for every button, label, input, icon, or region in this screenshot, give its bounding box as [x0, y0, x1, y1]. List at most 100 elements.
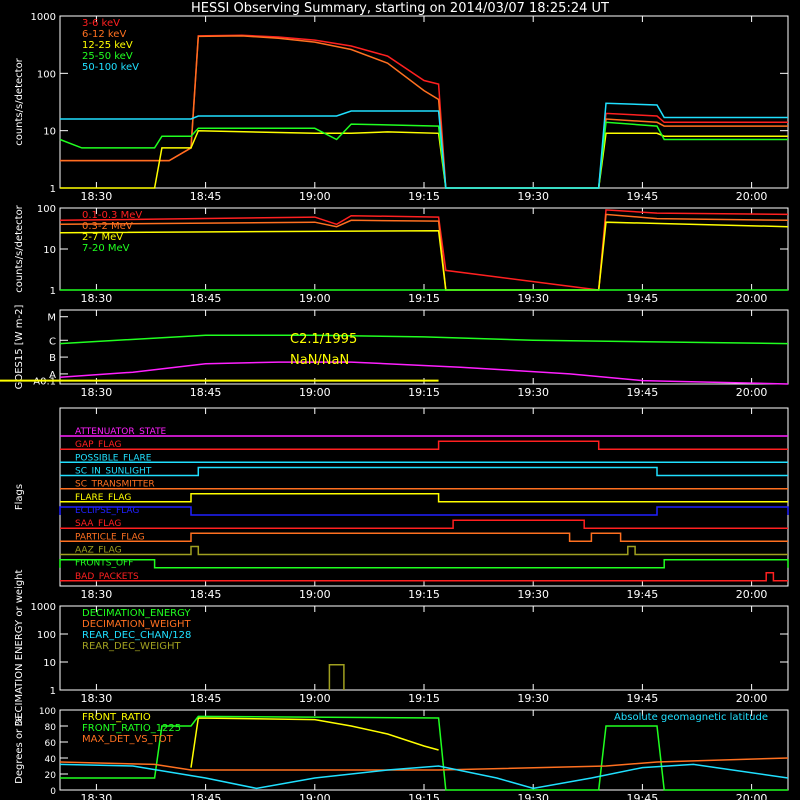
lightcurves_low-legend-25-50-kev: 25-50 keV: [82, 51, 133, 62]
lightcurves_low-legend-6-12-kev: 6-12 keV: [82, 29, 126, 40]
decimation-ytick-label: 10: [43, 658, 56, 669]
goes-ytick-label: A: [49, 370, 56, 381]
goes-xtick-label: 19:15: [408, 386, 440, 399]
flag-label-flare-flag: FLARE_FLAG: [75, 493, 131, 503]
lightcurves_high-series-2-7-mev: [59, 221, 789, 291]
flags-xtick-label: 18:45: [190, 588, 222, 601]
ratios-legend-geomagnetic: Absolute geomagnetic latitude: [614, 712, 768, 723]
flag-line-flare-flag: [60, 493, 788, 503]
lightcurves_high-xtick-label: 20:00: [736, 292, 768, 305]
flag-line-sc-in-sunlight: [60, 466, 788, 477]
flag-line-particle-flag: [60, 532, 788, 543]
lightcurves_low-xtick-label: 19:30: [517, 190, 549, 203]
flag-label-eclipse-flag: ECLIPSE_FLAG: [75, 506, 139, 516]
flag-label-gap-flag: GAP_FLAG: [75, 440, 121, 450]
ratios-series-front-ratio: [190, 717, 439, 768]
lightcurves_low-ytick-label: 1000: [31, 12, 56, 23]
lightcurves_low-legend-12-25-kev: 12-25 keV: [82, 40, 133, 51]
flag-line-aaz-flag: [60, 545, 788, 556]
ratios-legend-max-det-vs-tot: MAX_DET_VS_TOT: [82, 734, 174, 745]
decimation-ytick-label: 1000: [31, 602, 56, 613]
flags-ylabel: Flags: [14, 484, 25, 510]
ratios-xtick-label: 19:15: [408, 792, 440, 800]
lightcurves_low-xtick-label: 18:45: [190, 190, 222, 203]
decimation-xtick-label: 19:00: [299, 692, 331, 705]
flags-xtick-label: 19:30: [517, 588, 549, 601]
goes-annotation-class: C2.1/1995: [290, 332, 357, 347]
lightcurves_high-xtick-label: 19:15: [408, 292, 440, 305]
lightcurves_high-ytick-label: 10: [43, 245, 56, 256]
decimation-legend-rear-dec-weight: REAR_DEC_WEIGHT: [82, 641, 181, 652]
flag-label-particle-flag: PARTICLE_FLAG: [75, 532, 145, 542]
lightcurves_low-frame: [59, 15, 789, 189]
decimation-legend-decimation-energy: DECIMATION_ENERGY: [82, 608, 191, 619]
lightcurves_high-xtick-label: 18:30: [81, 292, 113, 305]
flag-line-gap-flag: [60, 440, 788, 450]
ratios-legend-front-ratio-1225: FRONT_RATIO_1225: [82, 723, 181, 734]
lightcurves_high-xtick-label: 19:00: [299, 292, 331, 305]
lightcurves_low-xtick-label: 20:00: [736, 190, 768, 203]
goes-annotation-nan: NaN/NaN: [290, 353, 349, 368]
flag-line-saa-flag: [60, 519, 788, 529]
lightcurves_low-ylabel: counts/s/detector: [14, 57, 25, 145]
goes-ytick-label: M: [47, 313, 56, 324]
goes-xtick-label: 18:30: [81, 386, 113, 399]
goes-ytick-label: C: [49, 336, 56, 347]
lightcurves_high-xtick-label: 19:30: [517, 292, 549, 305]
decimation-xtick-label: 19:45: [627, 692, 659, 705]
goes-ylabel: GOES15 [W m-2]: [14, 305, 25, 390]
decimation-xtick-label: 19:15: [408, 692, 440, 705]
lightcurves_low-series-12-25-kev: [60, 129, 788, 189]
ratios-ytick-label: 60: [45, 739, 57, 749]
goes-xtick-label: 19:00: [299, 386, 331, 399]
flag-line-eclipse-flag: [59, 506, 789, 516]
flags-xtick-label: 19:45: [627, 588, 659, 601]
goes-xtick-label: 19:30: [517, 386, 549, 399]
decimation-legend-decimation-weight: DECIMATION_WEIGHT: [82, 619, 191, 630]
lightcurves_high-legend-7-20-mev: 7-20 MeV: [82, 243, 130, 254]
ratios-ytick-label: 80: [45, 723, 57, 733]
ratios-xtick-label: 20:00: [736, 792, 768, 800]
ratios-ytick-label: 40: [45, 755, 57, 765]
lightcurves_low-series-25-50-kev: [59, 121, 788, 189]
ratios-xtick-label: 19:45: [627, 792, 659, 800]
goes-xtick-label: 20:00: [736, 386, 768, 399]
flag-label-bad-packets: BAD_PACKETS: [75, 572, 139, 582]
flag-label-aaz-flag: AAZ_FLAG: [75, 546, 122, 556]
lightcurves_low-series-50-100-kev: [60, 102, 788, 189]
lightcurves_low-xtick-label: 19:45: [627, 190, 659, 203]
flags-xtick-label: 19:00: [299, 588, 331, 601]
goes-ytick-label: A0.1: [33, 377, 56, 388]
lightcurves_high-series-0-1-0-3-mev: [59, 209, 789, 291]
decimation-xtick-label: 20:00: [736, 692, 768, 705]
flag-line-fronts-off: [59, 558, 789, 569]
decimation-xtick-label: 19:30: [517, 692, 549, 705]
ratios-ytick-label: 0: [50, 787, 56, 797]
flag-label-sc-transmitter: SC_TRANSMITTER: [75, 480, 155, 490]
decimation-ylabel: DECIMATION ENERGY or weight: [14, 569, 25, 726]
flag-label-attenuator-state: ATTENUATOR_STATE: [75, 427, 167, 437]
ratios-ytick-label: 100: [39, 707, 56, 717]
goes-xtick-label: 19:45: [627, 386, 659, 399]
goes-frame: [59, 309, 789, 385]
lightcurves_low-ytick-label: 100: [37, 69, 56, 80]
page-title: HESSI Observing Summary, starting on 201…: [191, 1, 609, 16]
lightcurves_high-legend-2-7-mev: 2-7 MeV: [82, 232, 123, 243]
ratios-ylabel: Degrees or %: [14, 716, 25, 784]
goes-xtick-label: 18:45: [190, 386, 222, 399]
goes-series-long: [59, 334, 789, 345]
decimation-xtick-label: 18:30: [81, 692, 113, 705]
lightcurves_high-xtick-label: 19:45: [627, 292, 659, 305]
decimation-ytick-label: 100: [37, 630, 56, 641]
lightcurves_low-ytick-label: 1: [50, 184, 56, 195]
flags-xtick-label: 19:15: [408, 588, 440, 601]
lightcurves_high-ytick-label: 1: [50, 286, 56, 297]
flags-xtick-label: 18:30: [81, 588, 113, 601]
decimation-legend-rear-dec-chan-128: REAR_DEC_CHAN/128: [82, 630, 191, 641]
decimation-series-rear-dec-weight: [328, 663, 345, 690]
lightcurves_low-legend-3-6-kev: 3-6 keV: [82, 18, 120, 29]
ratios-series-absolute-geomagnetic-latitude: [59, 763, 789, 790]
flag-label-possible-flare: POSSIBLE_FLARE: [75, 453, 152, 463]
goes-series-short: [59, 361, 789, 385]
